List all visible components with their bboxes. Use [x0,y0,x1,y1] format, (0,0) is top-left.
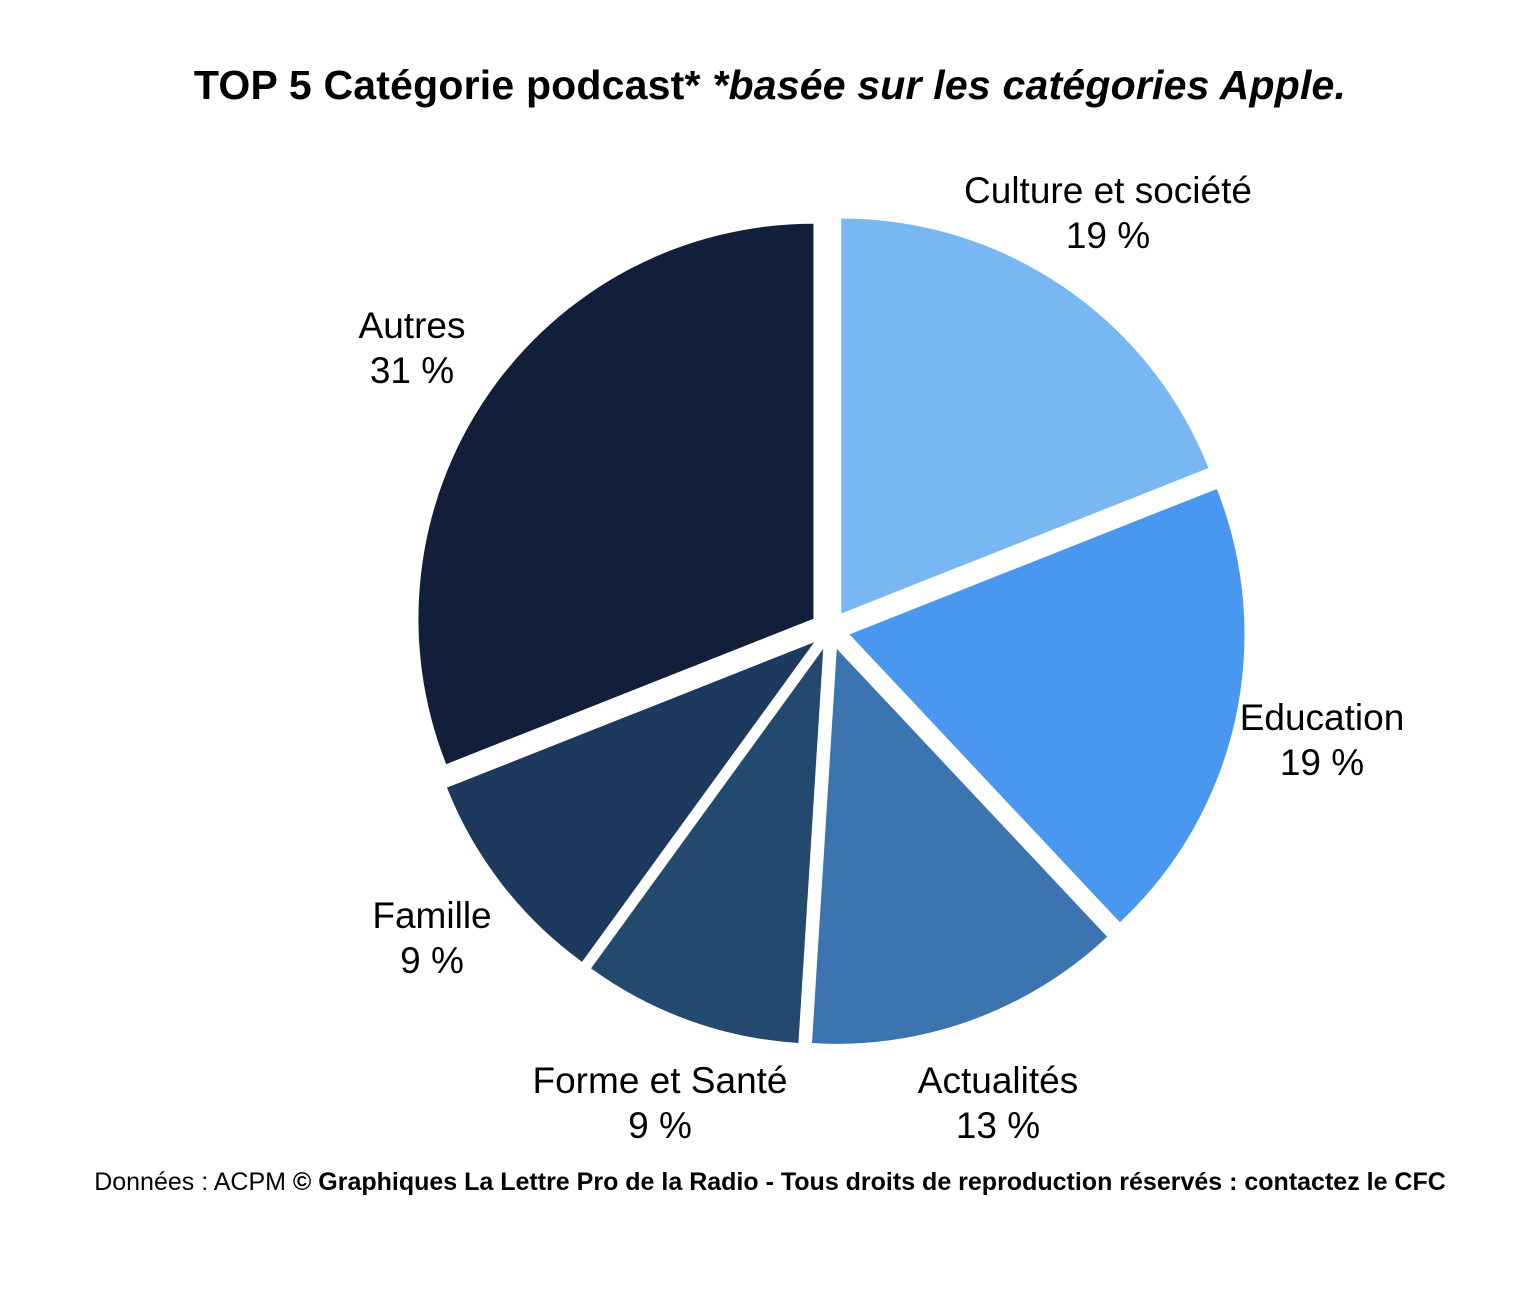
slice-label-value: 9 % [628,1105,692,1146]
chart-title-sub: *basée sur les catégories Apple. [712,62,1347,108]
slice-label-value: 9 % [400,940,464,981]
slice-label-autres: Autres 31 % [359,303,466,393]
slice-label-value: 19 % [1065,215,1151,256]
source-prefix: Données : ACPM [94,1168,293,1196]
copyright-text: © Graphiques La Lettre Pro de la Radio -… [292,1168,1446,1196]
pie-chart [418,218,1245,1044]
slice-label-name: Autres [358,305,466,346]
slice-label-actualites: Actualités 13 % [918,1058,1078,1148]
slice-label-value: 31 % [369,350,455,391]
slice-label-name: Forme et Santé [532,1060,788,1101]
pie-slice-0 [841,218,1209,614]
slice-label-forme-sante: Forme et Santé 9 % [532,1058,787,1148]
slice-label-name: Famille [372,895,492,936]
pie-chart-area [410,210,1250,1050]
pie-slice-2 [811,648,1108,1044]
slice-label-name: Actualités [917,1060,1079,1101]
slice-label-culture: Culture et société 19 % [964,168,1252,258]
slice-label-famille: Famille 9 % [372,893,491,983]
slice-label-name: Education [1239,697,1405,738]
slice-label-value: 19 % [1279,742,1365,783]
pie-slice-4 [446,642,815,962]
chart-title: TOP 5 Catégorie podcast* *basée sur les … [0,62,1540,109]
slice-label-education: Education 19 % [1240,695,1405,785]
slice-label-name: Culture et société [964,170,1252,211]
chart-title-main: TOP 5 Catégorie podcast* [193,62,701,108]
pie-slice-3 [591,648,824,1044]
slice-label-value: 13 % [955,1105,1041,1146]
pie-slice-1 [849,488,1245,923]
source-credit: Données : ACPM © Graphiques La Lettre Pr… [0,1168,1540,1197]
pie-slice-5 [418,223,814,765]
